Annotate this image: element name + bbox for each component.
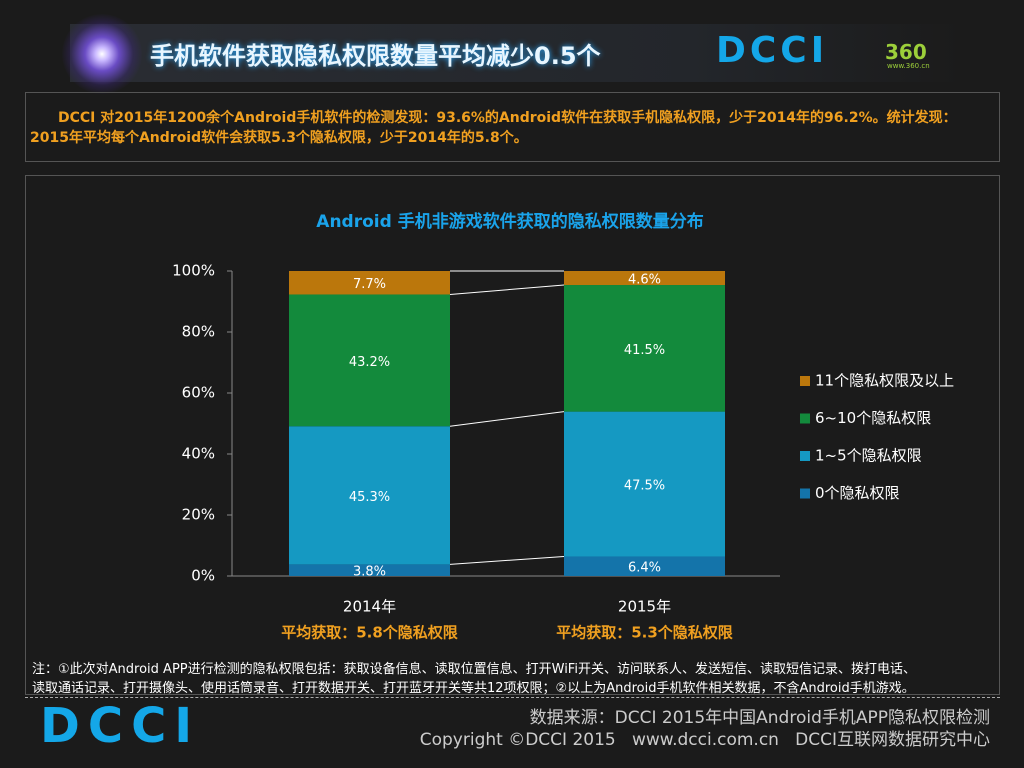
logo-url: www.360.cn xyxy=(887,62,930,70)
annotation: 平均获取：5.8个隐私权限 xyxy=(281,624,458,642)
legend-swatch xyxy=(800,451,810,461)
connector xyxy=(449,411,565,427)
bar-segment xyxy=(564,271,725,286)
value-label: 45.3% xyxy=(349,490,390,505)
chart-title: Android 手机非游戏软件获取的隐私权限数量分布 xyxy=(316,211,703,232)
copyright: Copyright ©DCCI 2015 www.dcci.com.cn DCC… xyxy=(419,730,990,750)
logo: DCCI xyxy=(716,30,829,71)
bar-segment xyxy=(289,294,450,427)
header-icon xyxy=(62,14,142,94)
value-label: 3.8% xyxy=(353,565,386,580)
header-bar xyxy=(70,24,960,82)
connector xyxy=(449,284,565,295)
logo-360: 360 xyxy=(885,40,927,64)
chart-panel xyxy=(25,175,1000,695)
y-tick-label: 20% xyxy=(182,506,215,524)
footer-logo: DCCI xyxy=(40,698,201,754)
legend-label: 0个隐私权限 xyxy=(815,484,900,502)
value-label: 4.6% xyxy=(628,273,661,288)
legend-swatch xyxy=(800,413,810,424)
legend-label: 1~5个隐私权限 xyxy=(815,447,922,465)
description-box xyxy=(25,92,1000,162)
bar-segment xyxy=(564,556,725,576)
connector xyxy=(449,555,565,565)
value-label: 47.5% xyxy=(624,479,665,494)
bar-segment xyxy=(289,564,450,576)
value-label: 43.2% xyxy=(349,355,390,370)
bar-segment xyxy=(564,411,725,557)
y-tick-label: 40% xyxy=(182,445,215,463)
note-line: 注：①此次对Android APP进行检测的隐私权限包括：获取设备信息、读取位置… xyxy=(32,662,916,677)
annotation: 平均获取：5.3个隐私权限 xyxy=(556,624,733,642)
value-label: 7.7% xyxy=(353,277,386,292)
legend-swatch xyxy=(800,488,810,499)
source: 数据来源：DCCI 2015年中国Android手机APP隐私权限检测 xyxy=(529,708,990,728)
slide-title: 手机软件获取隐私权限数量平均减少0.5个 xyxy=(150,42,601,70)
legend-label: 11个隐私权限及以上 xyxy=(815,372,954,390)
bar-segment xyxy=(564,285,725,412)
note-line: 读取通话记录、打开摄像头、使用话筒录音、打开数据开关、打开蓝牙开关等共12项权限… xyxy=(32,681,915,696)
x-tick-label: 2015年 xyxy=(618,598,671,616)
value-label: 41.5% xyxy=(624,343,665,358)
x-tick-label: 2014年 xyxy=(343,598,396,616)
y-tick-label: 100% xyxy=(172,262,215,280)
note: 注：①此次对Android APP进行检测的隐私权限包括：获取设备信息、读取位置… xyxy=(32,660,1002,698)
y-tick-label: 80% xyxy=(182,323,215,341)
legend-label: 6~10个隐私权限 xyxy=(815,409,931,427)
bar-segment xyxy=(289,271,450,295)
y-tick-label: 60% xyxy=(182,384,215,402)
divider xyxy=(25,697,1000,698)
bar-segment xyxy=(289,426,450,565)
y-tick-label: 0% xyxy=(191,567,215,585)
legend-swatch xyxy=(800,376,810,386)
value-label: 6.4% xyxy=(628,561,661,576)
description: DCCI 对2015年1200余个Android手机软件的检测发现：93.6%的… xyxy=(30,110,957,146)
